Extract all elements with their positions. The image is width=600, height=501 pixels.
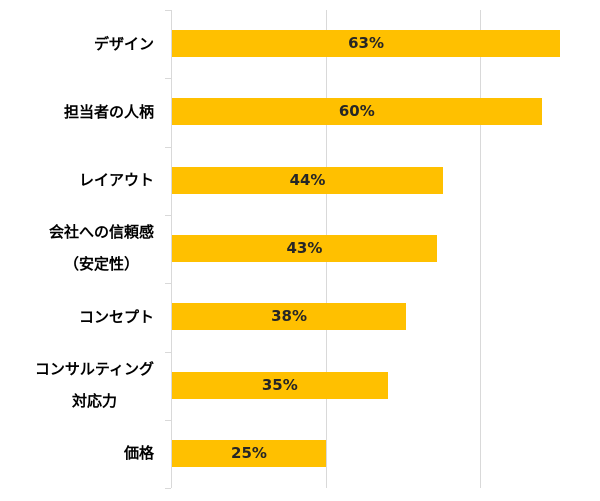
category-label-line: 対応力 [71, 392, 117, 410]
axis-tick [165, 283, 171, 285]
bar [172, 439, 326, 467]
category-label: 会社への信頼感 （安定性） [49, 216, 154, 280]
bar-value-label: 63% [348, 34, 384, 52]
bar [172, 303, 407, 331]
bar-value-label: 25% [231, 443, 267, 462]
bar [172, 166, 444, 194]
bar [172, 30, 561, 57]
category-label-line: 会社への信頼感 [48, 223, 154, 242]
axis-tick [165, 10, 171, 11]
category-label: 担当者の人柄 [64, 96, 154, 128]
category-label: コンサルティング 対応力 [35, 353, 154, 417]
axis-tick [165, 146, 171, 148]
category-label: レイアウト [79, 164, 154, 196]
gridline-50 [480, 10, 481, 488]
category-label: コンセプト [79, 301, 154, 333]
category-label-line: コンサルティング [34, 360, 154, 378]
category-label-line: レイアウト [78, 171, 154, 190]
bar [172, 371, 388, 399]
category-label-line: 担当者の人柄 [63, 102, 154, 121]
category-label-line: （安定性） [63, 255, 139, 274]
category-label: 価格 [124, 437, 154, 469]
bar-value-label: 60% [338, 102, 375, 121]
category-label-line: 価格 [123, 444, 154, 463]
bar [172, 234, 437, 262]
axis-tick [165, 78, 171, 80]
bar-value-label: 35% [261, 375, 298, 394]
axis-tick [165, 419, 171, 421]
axis-tick [165, 214, 171, 216]
bar-value-label: 38% [271, 307, 307, 326]
category-label: デザイン [94, 28, 154, 60]
category-label-line: デザイン [93, 34, 154, 53]
bar-value-label: 44% [289, 170, 326, 189]
axis-tick [165, 351, 171, 353]
bar-value-label: 43% [286, 238, 323, 257]
category-label-line: コンセプト [78, 307, 154, 326]
bar [172, 98, 542, 126]
category-axis [171, 10, 172, 488]
axis-tick [165, 488, 171, 490]
